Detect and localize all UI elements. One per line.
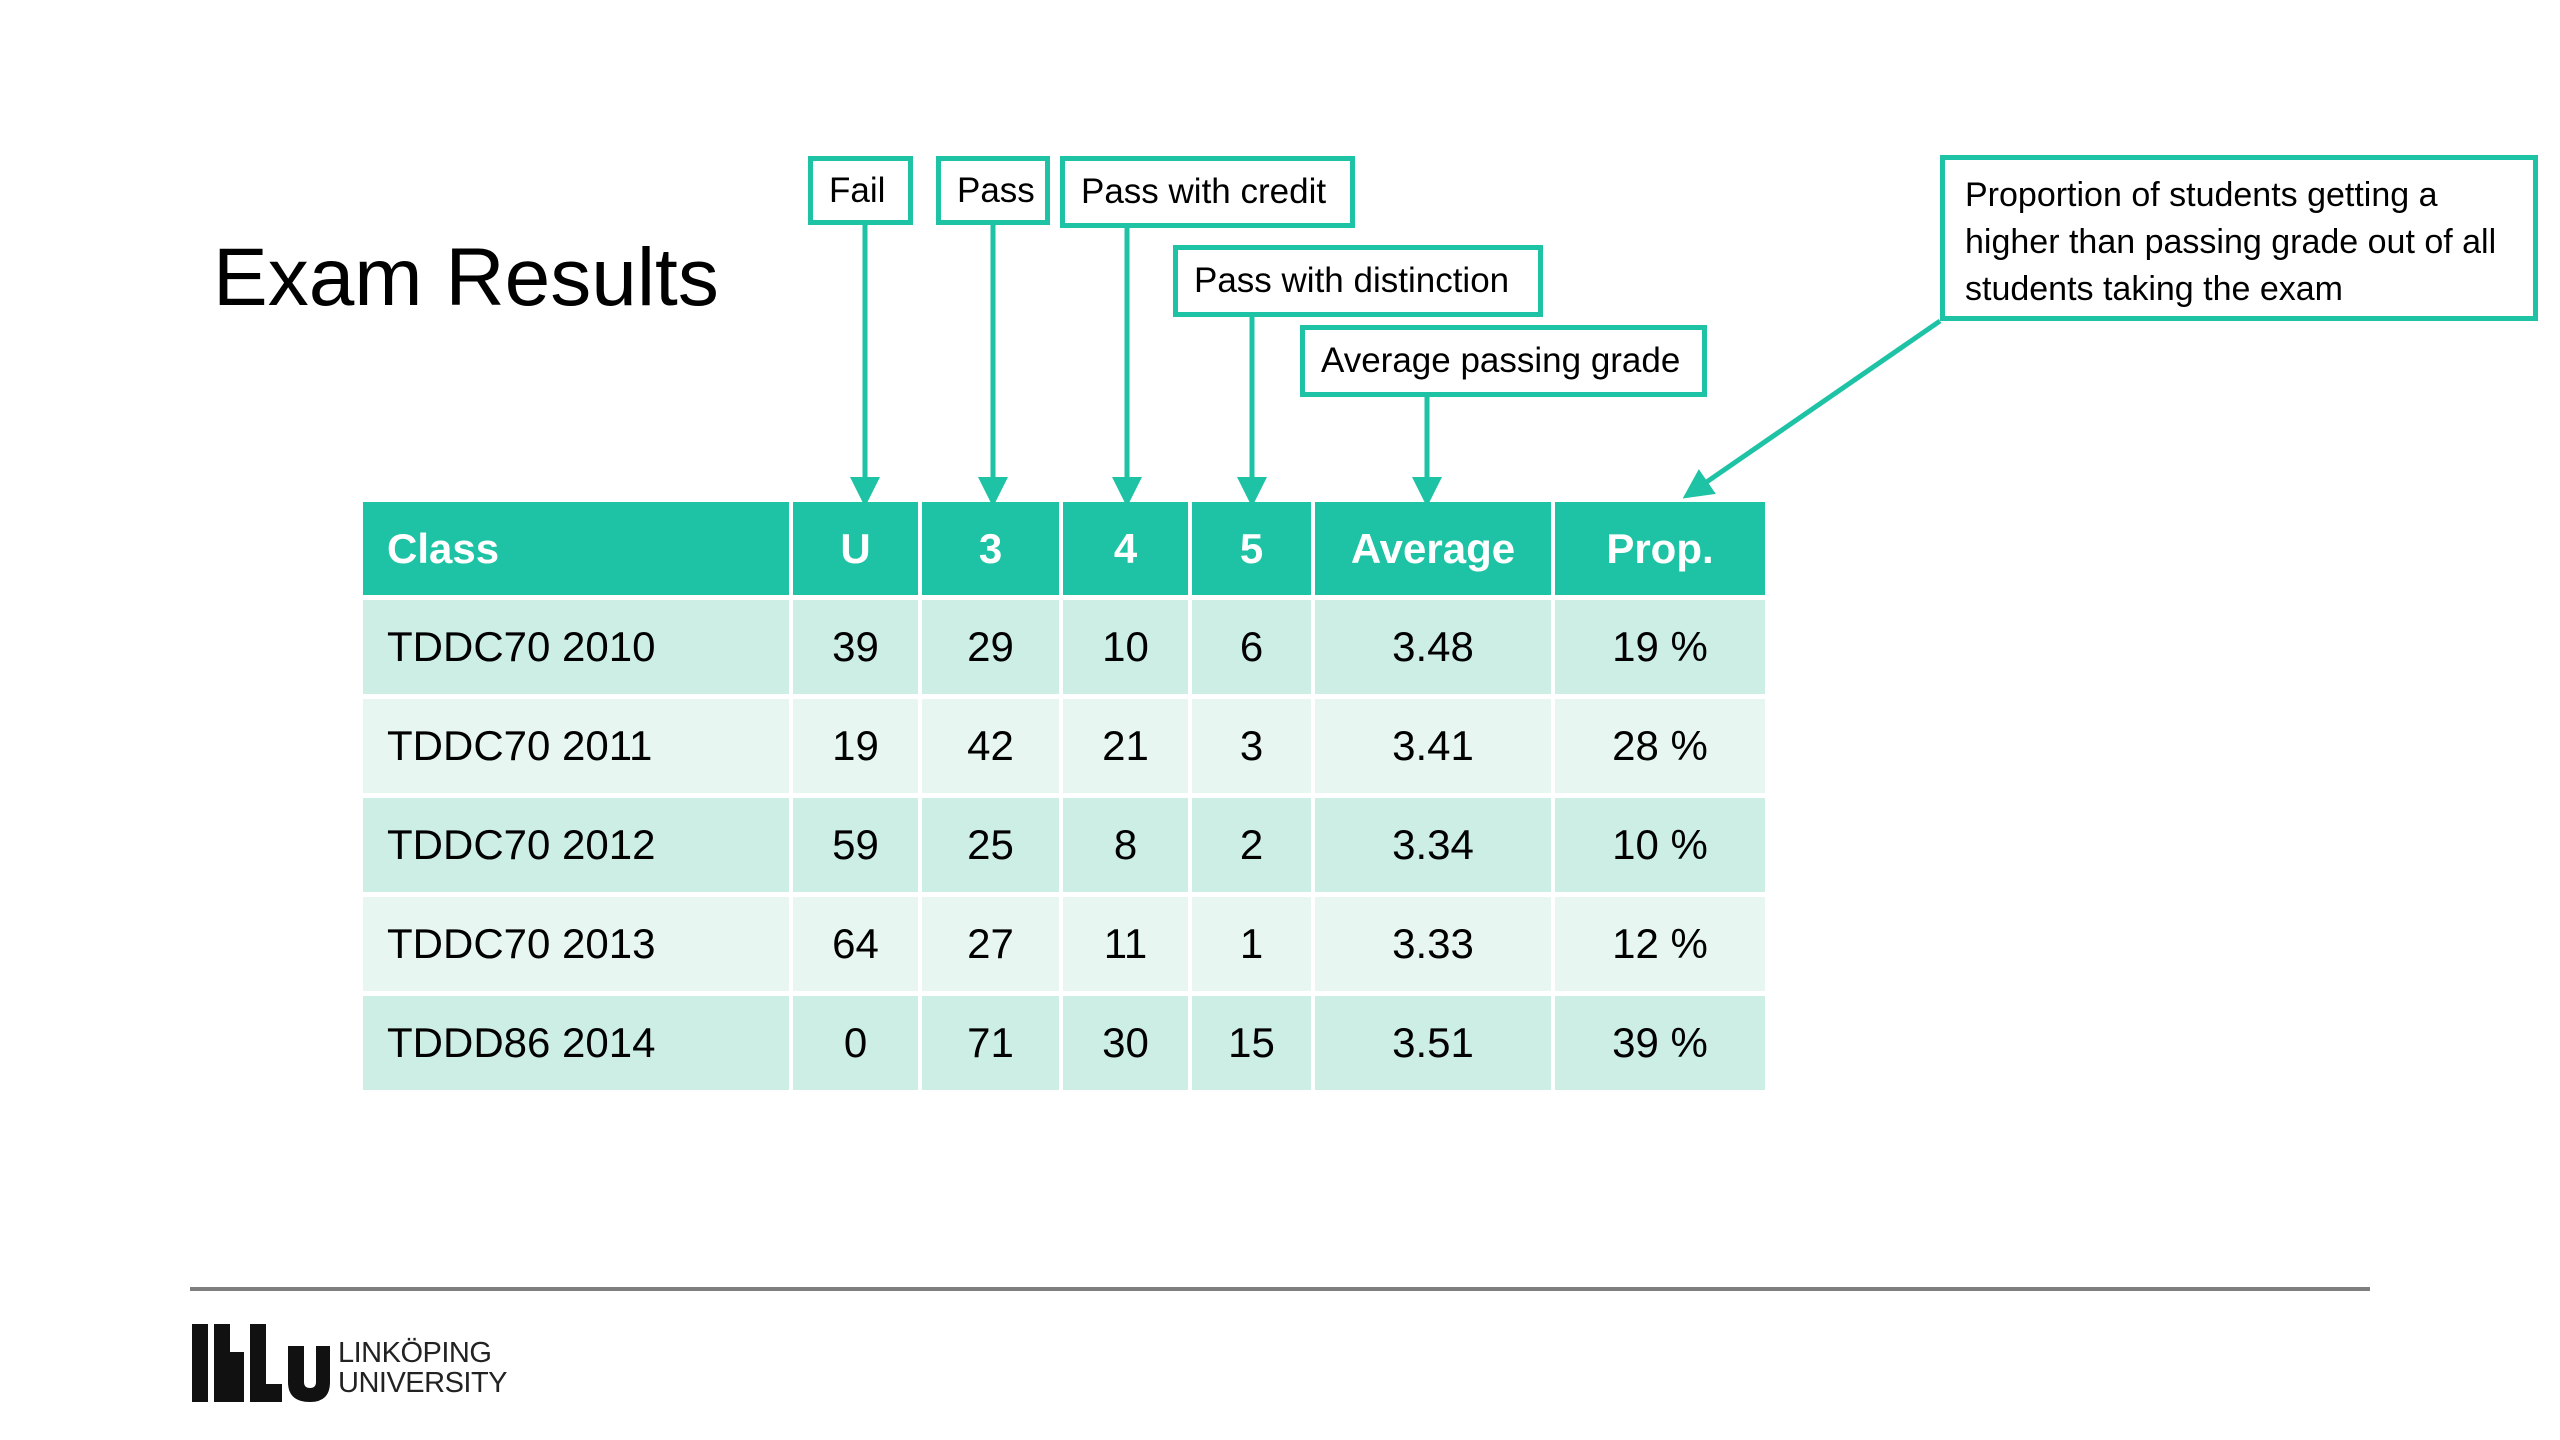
cell-3: 27 [922,897,1063,996]
callout-fail: Fail [808,156,913,225]
cell-class: TDDC70 2013 [363,897,793,996]
logo-text-line2: UNIVERSITY [338,1367,508,1399]
callout-average-passing-grade: Average passing grade [1300,325,1707,397]
cell-3: 42 [922,699,1063,798]
cell-4: 8 [1063,798,1192,897]
header-prop: Prop. [1555,502,1765,600]
cell-class: TDDC70 2010 [363,600,793,699]
header-u: U [793,502,922,600]
cell-5: 3 [1192,699,1315,798]
table-row: TDDC70 2013 64 27 11 1 3.33 12 % [363,897,1765,996]
callout-pass: Pass [936,156,1050,225]
cell-average: 3.51 [1315,996,1555,1095]
cell-prop: 12 % [1555,897,1765,996]
cell-class: TDDC70 2011 [363,699,793,798]
exam-results-table: Class U 3 4 5 Average Prop. TDDC70 2010 … [363,502,1765,1095]
header-average: Average [1315,502,1555,600]
cell-average: 3.33 [1315,897,1555,996]
cell-4: 30 [1063,996,1192,1095]
cell-class: TDDD86 2014 [363,996,793,1095]
logo-wordmark: LINKÖPING UNIVERSITY [338,1337,508,1399]
cell-5: 1 [1192,897,1315,996]
cell-average: 3.34 [1315,798,1555,897]
header-5: 5 [1192,502,1315,600]
arrow-proportion [1682,318,1942,499]
callout-pass-with-distinction: Pass with distinction [1173,245,1543,317]
cell-u: 39 [793,600,922,699]
cell-3: 71 [922,996,1063,1095]
callout-pass-text: Pass [957,170,1035,210]
table-row: TDDC70 2011 19 42 21 3 3.41 28 % [363,699,1765,798]
liu-logo-icon [192,1324,330,1402]
university-logo: LINKÖPING UNIVERSITY [192,1318,512,1408]
table-header-row: Class U 3 4 5 Average Prop. [363,502,1765,600]
logo-text-line1: LINKÖPING [338,1337,492,1369]
cell-4: 21 [1063,699,1192,798]
cell-u: 19 [793,699,922,798]
slide-title: Exam Results [213,232,719,323]
table-row: TDDC70 2012 59 25 8 2 3.34 10 % [363,798,1765,897]
cell-5: 15 [1192,996,1315,1095]
callout-pass-with-credit-text: Pass with credit [1081,172,1327,211]
cell-u: 64 [793,897,922,996]
table-row: TDDC70 2010 39 29 10 6 3.48 19 % [363,600,1765,699]
callout-proportion: Proportion of students getting a higher … [1940,155,2538,321]
cell-4: 11 [1063,897,1192,996]
callout-pass-with-distinction-text: Pass with distinction [1194,261,1510,300]
cell-5: 2 [1192,798,1315,897]
cell-5: 6 [1192,600,1315,699]
callout-proportion-text: Proportion of students getting a higher … [1965,176,2497,308]
footer-divider [190,1287,2370,1291]
cell-3: 29 [922,600,1063,699]
header-class: Class [363,502,793,600]
cell-average: 3.48 [1315,600,1555,699]
cell-4: 10 [1063,600,1192,699]
cell-3: 25 [922,798,1063,897]
cell-prop: 39 % [1555,996,1765,1095]
callout-fail-text: Fail [829,170,886,210]
callout-average-passing-grade-text: Average passing grade [1321,341,1681,380]
cell-average: 3.41 [1315,699,1555,798]
cell-prop: 19 % [1555,600,1765,699]
cell-class: TDDC70 2012 [363,798,793,897]
cell-prop: 28 % [1555,699,1765,798]
cell-prop: 10 % [1555,798,1765,897]
callout-pass-with-credit: Pass with credit [1060,156,1355,228]
cell-u: 59 [793,798,922,897]
header-4: 4 [1063,502,1192,600]
table-row: TDDD86 2014 0 71 30 15 3.51 39 % [363,996,1765,1095]
cell-u: 0 [793,996,922,1095]
header-3: 3 [922,502,1063,600]
